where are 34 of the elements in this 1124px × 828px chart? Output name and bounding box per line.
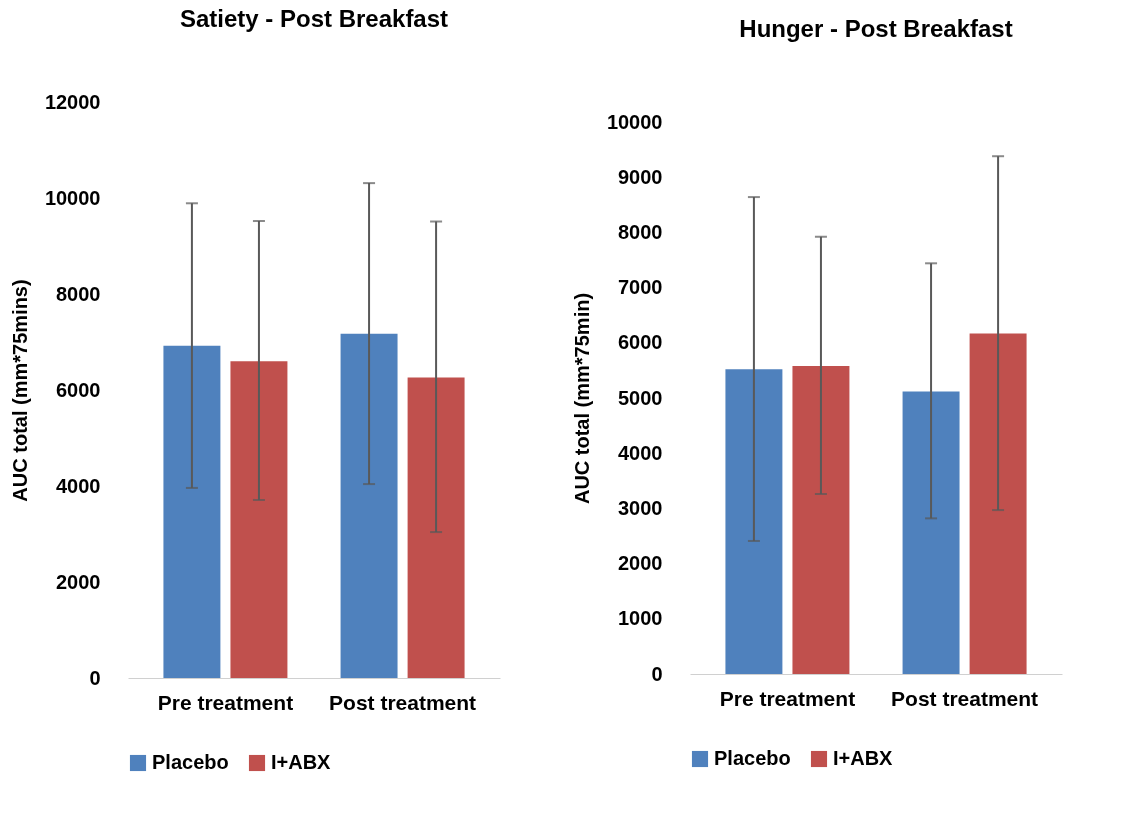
chart-title: Satiety - Post Breakfast [179, 5, 449, 32]
y-tick-label: 10000 [44, 186, 101, 209]
y-tick-label: 0 [651, 662, 663, 685]
y-tick-label: 2000 [618, 552, 663, 575]
y-tick-label: 3000 [618, 496, 663, 519]
legend-label: I+ABX [271, 751, 332, 773]
x-tick-label: Post treatment [891, 686, 1039, 710]
legend-label: Placebo [152, 751, 229, 773]
y-tick-label: 4000 [56, 474, 101, 497]
y-tick-label: 12000 [44, 90, 101, 113]
y-tick-label: 10000 [606, 110, 663, 133]
y-tick-label: 0 [89, 666, 101, 689]
y-axis-title: AUC total (mm*75min) [570, 292, 593, 505]
y-tick-label: 8000 [618, 220, 663, 243]
y-tick-label: 8000 [56, 282, 101, 305]
y-tick-label: 9000 [618, 165, 663, 188]
bar [792, 365, 850, 674]
y-tick-label: 6000 [56, 378, 101, 401]
bar [725, 369, 783, 674]
x-tick-label: Post treatment [329, 690, 477, 714]
y-axis-title: AUC total (mm*75mins) [8, 279, 31, 502]
x-tick-label: Pre treatment [157, 690, 294, 714]
x-tick-label: Pre treatment [719, 686, 856, 710]
y-tick-label: 6000 [618, 331, 663, 354]
y-tick-label: 2000 [56, 570, 101, 593]
y-tick-label: 7000 [618, 276, 663, 299]
bar [969, 333, 1027, 674]
bar [902, 391, 960, 674]
y-tick-label: 4000 [618, 441, 663, 464]
legend-label: Placebo [714, 747, 791, 769]
chart-title: Hunger - Post Breakfast [739, 15, 1013, 42]
y-tick-label: 1000 [618, 607, 663, 630]
legend-label: I+ABX [833, 747, 894, 769]
y-tick-label: 5000 [618, 386, 663, 409]
